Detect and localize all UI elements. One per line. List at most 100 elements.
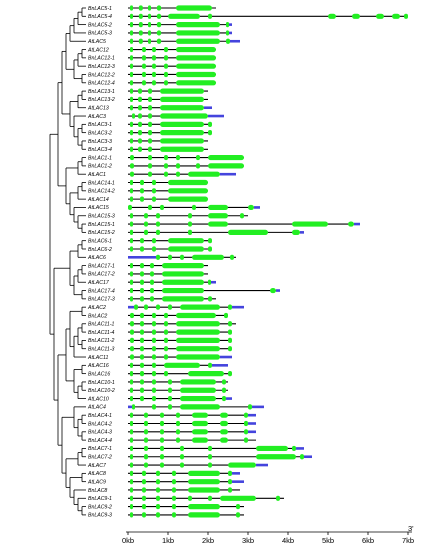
exon-block [152, 387, 156, 393]
exon-block [180, 445, 184, 452]
exon-block [130, 395, 133, 402]
exon-block [176, 412, 180, 418]
exon-block [228, 304, 232, 310]
exon-block [152, 238, 156, 244]
exon-block [172, 512, 176, 518]
exon-block [152, 354, 156, 360]
exon-block [130, 163, 134, 169]
exon-block [208, 495, 212, 501]
exon-block [130, 229, 133, 235]
exon-block [270, 287, 276, 294]
gene-label: BnLAC17-3 [88, 297, 115, 303]
exon-block [164, 80, 168, 86]
exon-block [228, 321, 232, 327]
exon-block [230, 254, 234, 260]
exon-block [130, 80, 133, 86]
exon-block [140, 287, 144, 294]
exon-block [192, 254, 224, 260]
exon-block [208, 121, 212, 127]
exon-block [160, 429, 164, 435]
exon-block [130, 63, 133, 69]
exon-block [292, 221, 328, 227]
gene-label: BnLAC6-2 [88, 247, 112, 253]
gene-label: BnLAC12-1 [88, 56, 115, 62]
gene-label: BnLAC3-4 [88, 147, 112, 153]
exon-block [156, 213, 160, 219]
exon-block [140, 179, 144, 186]
exon-block [138, 113, 142, 119]
exon-block [138, 146, 142, 152]
exon-block [164, 71, 168, 78]
exon-block [256, 445, 288, 452]
exon-block [130, 46, 133, 53]
exon-block [130, 412, 133, 418]
exon-block [188, 213, 192, 219]
exon-block [138, 130, 142, 136]
exon-block [138, 88, 142, 94]
exon-block [144, 229, 148, 235]
exon-block [168, 196, 208, 202]
exon-block [276, 495, 280, 501]
gene-label: BnLAC5-2 [88, 22, 112, 28]
exon-block [130, 130, 133, 136]
exon-block [164, 171, 168, 177]
exon-block [138, 121, 142, 127]
utr-block [128, 305, 134, 309]
utr-block [212, 364, 228, 367]
exon-block [168, 13, 200, 19]
exon-block [222, 379, 226, 385]
gene-label: BnLAC9-1 [88, 496, 112, 502]
exon-block [156, 22, 162, 28]
gene-label: BnLAC15-2 [88, 230, 115, 236]
exon-block [188, 487, 220, 493]
utr-block [296, 447, 304, 450]
exon-block [208, 454, 212, 460]
exon-block [244, 420, 248, 427]
utr-block [228, 23, 232, 26]
utr-block [232, 472, 240, 475]
exon-block [142, 80, 146, 86]
gene-label: AtLAC4 [87, 405, 106, 411]
exon-block [168, 304, 172, 310]
exon-block [192, 412, 208, 418]
gene-label: BnLAC7-2 [88, 455, 112, 461]
exon-block [138, 13, 143, 19]
exon-block [168, 238, 204, 244]
exon-block [130, 88, 133, 94]
gene-label: BnLAC17-4 [88, 288, 115, 294]
gene-label: AtLAC7 [87, 463, 107, 469]
exon-block [142, 63, 146, 69]
exon-block [208, 221, 228, 227]
exon-block [130, 13, 133, 19]
gene-label: AtLAC6 [87, 255, 106, 261]
utr-block [248, 422, 256, 425]
exon-block [196, 154, 200, 161]
gene-label: BnLAC2 [88, 313, 107, 319]
exon-block [164, 46, 168, 53]
exon-block [164, 154, 168, 161]
exon-block [144, 454, 148, 460]
utr-block [208, 114, 224, 118]
exon-block [176, 429, 180, 435]
scale-axis: 0kb 1kb 2kb 3kb 4kb 5kb 6kb 7kb 3' [122, 524, 414, 545]
exon-block [132, 404, 135, 410]
exon-block [144, 420, 148, 427]
utr-block [276, 289, 280, 292]
exon-block [228, 329, 232, 335]
exon-block [156, 479, 160, 485]
exon-block [226, 30, 229, 36]
exon-block [142, 512, 146, 518]
gene-label: BnLAC1-1 [88, 155, 112, 161]
exon-block [176, 80, 216, 86]
exon-block [156, 487, 160, 493]
exon-block [180, 395, 216, 402]
axis-ticks: 0kb 1kb 2kb 3kb 4kb 5kb 6kb 7kb [122, 532, 414, 545]
exon-block [148, 154, 152, 161]
axis-tick-label: 3kb [242, 536, 254, 545]
exon-block [130, 213, 133, 219]
exon-block [130, 445, 133, 452]
exon-block [156, 495, 160, 501]
exon-block [208, 163, 244, 169]
gene-label: BnLAC17-2 [88, 272, 115, 278]
